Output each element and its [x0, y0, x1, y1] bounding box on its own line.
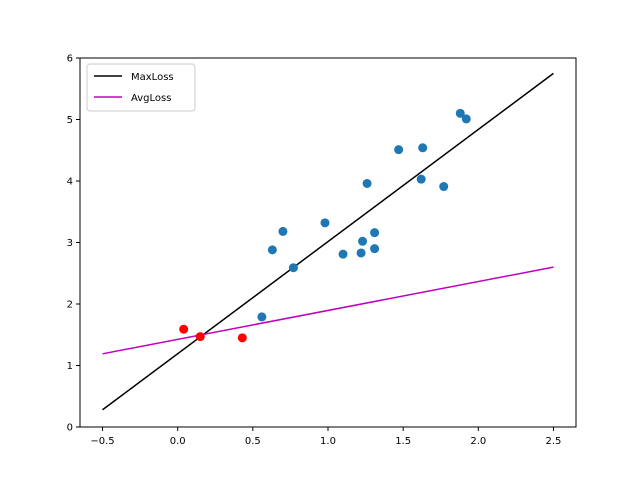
- data-point: [356, 248, 366, 258]
- legend-label-maxloss: MaxLoss: [131, 72, 174, 83]
- y-tick-label: 6: [67, 54, 73, 65]
- data-point: [257, 312, 267, 322]
- y-tick-label: 2: [67, 300, 73, 311]
- y-tick-label: 1: [67, 361, 73, 372]
- legend: MaxLoss AvgLoss: [86, 63, 196, 112]
- x-tick-label: 0.5: [245, 436, 261, 447]
- highlighted-point: [237, 333, 247, 343]
- data-point: [394, 145, 404, 155]
- data-point: [278, 226, 288, 236]
- x-tick-label: 1.0: [320, 436, 336, 447]
- legend-label-avgloss: AvgLoss: [131, 93, 171, 104]
- series-line-maxloss: [102, 72, 554, 411]
- x-tick-label: 2.5: [546, 436, 562, 447]
- x-tick-label: −0.5: [90, 436, 114, 447]
- data-point: [370, 228, 380, 238]
- axes-layer: −0.5 0.0 0.5 1.0 1.5 2.0 2.5 0 1 2 3 4 5 6: [67, 54, 577, 447]
- x-tick-label: 2.0: [470, 436, 486, 447]
- lines-layer: [102, 72, 554, 411]
- data-point: [439, 182, 449, 192]
- y-tick-label: 3: [67, 238, 73, 249]
- data-point: [416, 174, 426, 184]
- y-tick-label: 5: [67, 115, 73, 126]
- highlighted-point: [179, 324, 189, 334]
- highlighted-point: [195, 332, 205, 342]
- series-line-avgloss: [102, 266, 554, 355]
- data-point: [338, 249, 348, 259]
- data-point: [267, 245, 277, 255]
- x-tick-label: 1.5: [395, 436, 411, 447]
- data-point: [455, 108, 465, 118]
- data-point: [362, 178, 372, 188]
- data-point: [370, 244, 380, 254]
- y-tick-label: 0: [67, 423, 73, 434]
- data-point: [461, 114, 471, 124]
- data-point: [320, 218, 330, 228]
- data-point: [358, 236, 368, 246]
- data-point: [418, 143, 428, 153]
- points-layer: [179, 108, 471, 343]
- y-tick-label: 4: [67, 177, 73, 188]
- data-point: [288, 263, 298, 273]
- x-tick-label: 0.0: [170, 436, 186, 447]
